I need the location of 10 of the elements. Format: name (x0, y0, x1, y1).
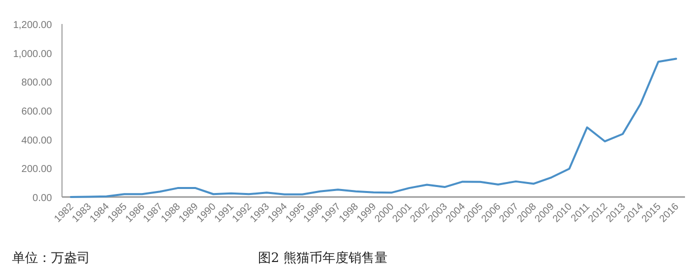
y-tick-label: 1,000.00 (13, 48, 52, 60)
text: 单位：万盎司 (12, 251, 90, 266)
line-series (70, 58, 678, 198)
y-tick-label: 1,200.00 (13, 20, 52, 31)
y-tick-label: 400.00 (21, 135, 52, 146)
caption: 图2 熊猫币年度销售量 (258, 250, 388, 266)
y-tick-label: 200.00 (21, 164, 52, 176)
y-tick-label: 0.00 (32, 193, 52, 204)
y-tick-label: 800.00 (21, 78, 52, 89)
y-tick-label: 600.00 (21, 106, 52, 118)
